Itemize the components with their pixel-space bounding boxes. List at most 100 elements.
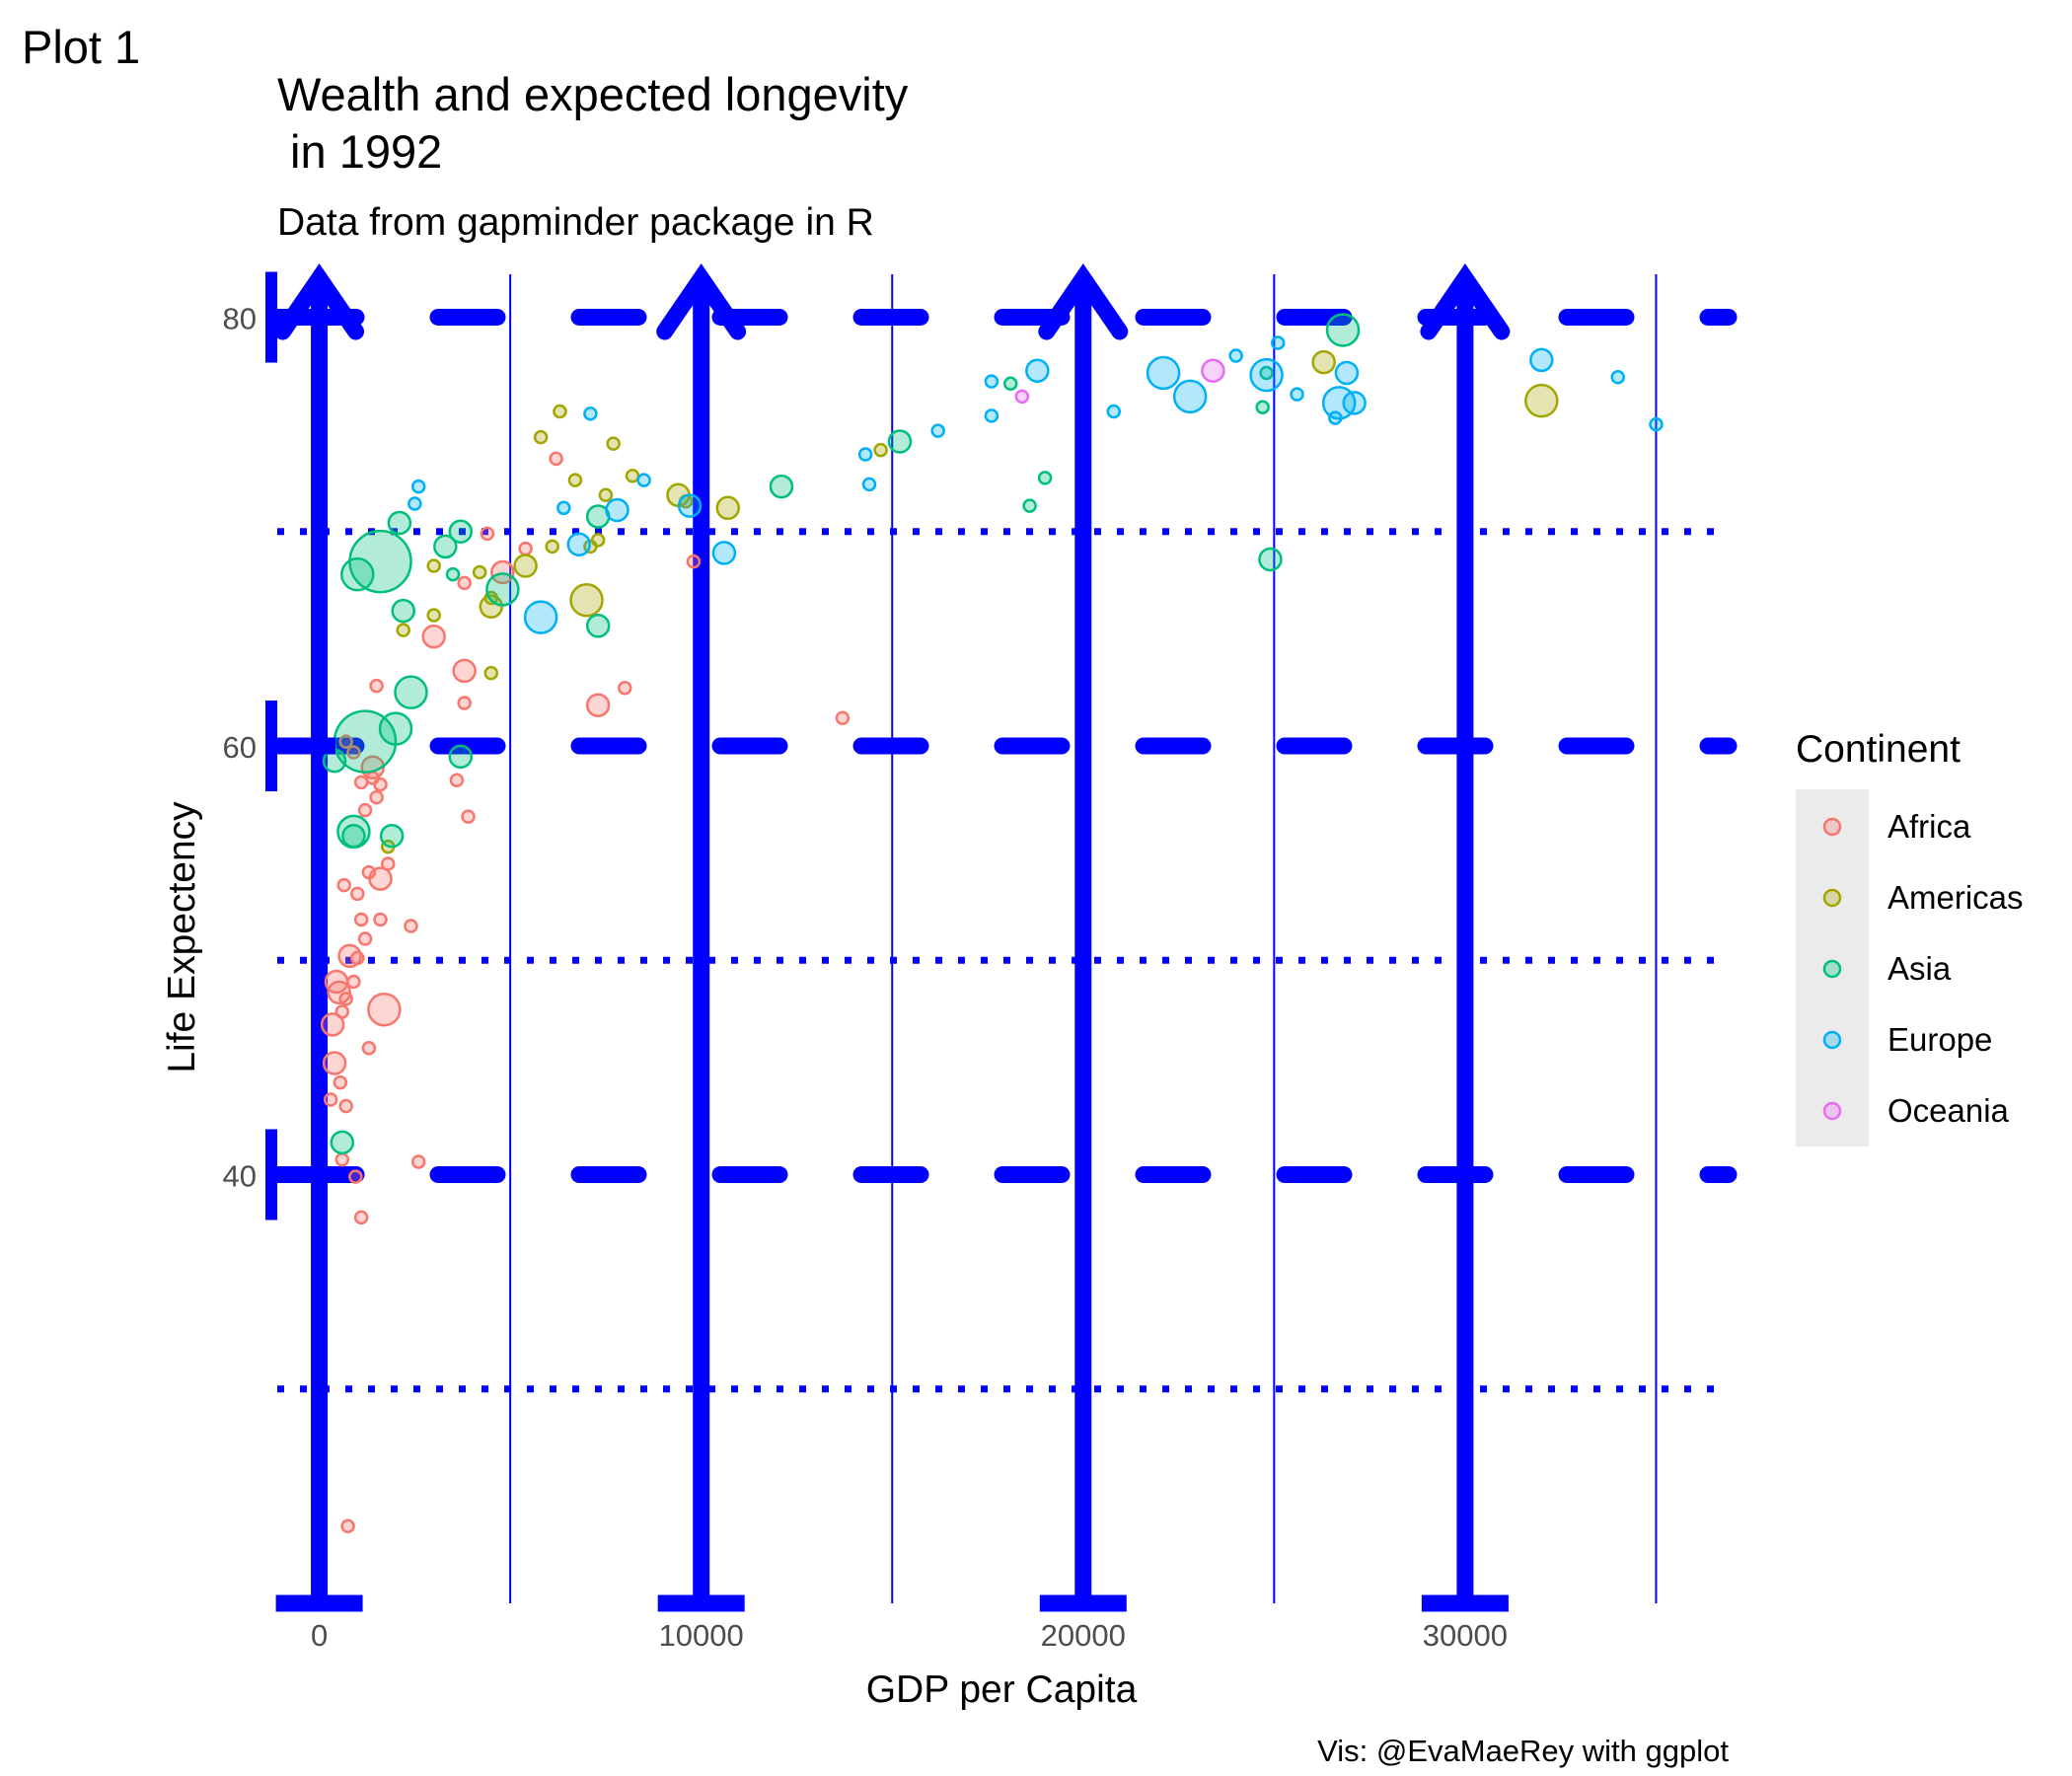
data-point bbox=[373, 777, 388, 792]
data-point bbox=[346, 974, 361, 990]
data-point bbox=[1014, 389, 1030, 405]
legend-item-americas: Americas bbox=[1822, 879, 2024, 916]
data-point bbox=[448, 744, 474, 770]
data-point bbox=[480, 526, 495, 542]
data-point bbox=[346, 745, 361, 760]
data-point bbox=[1270, 335, 1286, 350]
data-point bbox=[330, 1130, 355, 1155]
data-point bbox=[518, 541, 533, 556]
data-point bbox=[1025, 358, 1050, 384]
chart-subtitle: Data from gapminder package in R bbox=[277, 201, 874, 244]
data-point bbox=[367, 992, 402, 1027]
data-point bbox=[1649, 416, 1664, 432]
data-point bbox=[379, 823, 405, 849]
data-point bbox=[769, 474, 794, 499]
data-point bbox=[433, 534, 458, 559]
y-axis-label: Life Expectency bbox=[161, 801, 203, 1073]
data-point bbox=[618, 681, 632, 696]
data-point bbox=[410, 479, 426, 494]
data-point bbox=[1342, 391, 1367, 415]
data-point bbox=[567, 473, 583, 487]
data-point bbox=[585, 614, 611, 638]
data-point bbox=[320, 1012, 345, 1037]
data-point bbox=[357, 931, 373, 946]
series-americas bbox=[381, 349, 1559, 854]
data-point bbox=[1201, 358, 1225, 384]
data-point bbox=[485, 572, 520, 607]
legend-swatch bbox=[1822, 888, 1842, 908]
data-point bbox=[984, 408, 999, 423]
data-point bbox=[340, 556, 375, 592]
data-point bbox=[523, 600, 558, 634]
data-point bbox=[1249, 357, 1284, 393]
legend-item-oceania: Oceania bbox=[1822, 1092, 2010, 1129]
data-point bbox=[1146, 355, 1181, 391]
data-point bbox=[625, 468, 640, 483]
data-point bbox=[1311, 349, 1336, 375]
data-point bbox=[353, 775, 369, 790]
legend-item-africa: Africa bbox=[1822, 808, 1971, 845]
data-point bbox=[426, 608, 441, 623]
data-point bbox=[857, 447, 873, 462]
data-point bbox=[1022, 498, 1037, 513]
data-point bbox=[715, 495, 741, 521]
plot-tag: Plot 1 bbox=[22, 21, 140, 73]
data-point bbox=[1106, 404, 1122, 419]
data-point bbox=[1037, 471, 1053, 485]
data-point bbox=[1610, 370, 1625, 385]
data-point bbox=[348, 1169, 363, 1184]
data-point bbox=[556, 500, 571, 516]
data-point bbox=[472, 564, 487, 580]
data-point bbox=[338, 734, 353, 749]
data-point bbox=[334, 1004, 350, 1019]
data-point bbox=[338, 1098, 353, 1114]
arrow-head bbox=[1038, 262, 1129, 340]
legend-label: Oceania bbox=[1887, 1092, 2010, 1129]
data-point bbox=[404, 919, 418, 933]
data-point bbox=[545, 539, 559, 555]
x-axis-label: GDP per Capita bbox=[866, 1668, 1138, 1711]
data-point bbox=[391, 598, 415, 624]
data-point bbox=[361, 1041, 377, 1056]
chart-caption: Vis: @EvaMaeRey with ggplot bbox=[1317, 1734, 1729, 1768]
data-point bbox=[606, 436, 621, 451]
data-point bbox=[1228, 348, 1243, 363]
data-point bbox=[686, 554, 702, 569]
data-point bbox=[350, 950, 365, 966]
data-point bbox=[605, 497, 629, 523]
data-point bbox=[1529, 347, 1554, 373]
data-point bbox=[323, 1092, 338, 1107]
legend-swatch bbox=[1822, 959, 1842, 979]
data-point bbox=[1325, 313, 1361, 347]
data-point bbox=[569, 582, 604, 618]
data-point bbox=[407, 496, 422, 511]
data-point bbox=[337, 943, 362, 969]
data-point bbox=[381, 856, 396, 871]
series-europe bbox=[407, 335, 1664, 634]
arrow-head bbox=[1420, 262, 1511, 340]
legend-label: Asia bbox=[1887, 950, 1952, 987]
arrow-head bbox=[656, 262, 747, 340]
y-tick-label: 40 bbox=[223, 1158, 257, 1193]
data-point bbox=[835, 710, 851, 725]
y-tick-label: 60 bbox=[223, 730, 257, 765]
data-point bbox=[1334, 360, 1360, 386]
data-point bbox=[357, 802, 373, 818]
data-point bbox=[861, 477, 877, 492]
data-point bbox=[369, 678, 384, 694]
data-point bbox=[338, 992, 353, 1006]
data-point bbox=[341, 823, 366, 849]
legend-label: Europe bbox=[1887, 1021, 1992, 1058]
data-point bbox=[711, 541, 737, 565]
data-point bbox=[1172, 379, 1208, 414]
data-point bbox=[457, 696, 472, 710]
x-tick-label: 10000 bbox=[659, 1618, 744, 1653]
data-point bbox=[353, 912, 369, 927]
data-point bbox=[585, 693, 611, 717]
y-tick-label: 80 bbox=[223, 301, 257, 335]
data-point bbox=[353, 1210, 369, 1225]
legend-swatch bbox=[1822, 1030, 1842, 1050]
data-point bbox=[410, 1154, 426, 1169]
data-point bbox=[1328, 410, 1343, 425]
data-point bbox=[387, 510, 412, 536]
